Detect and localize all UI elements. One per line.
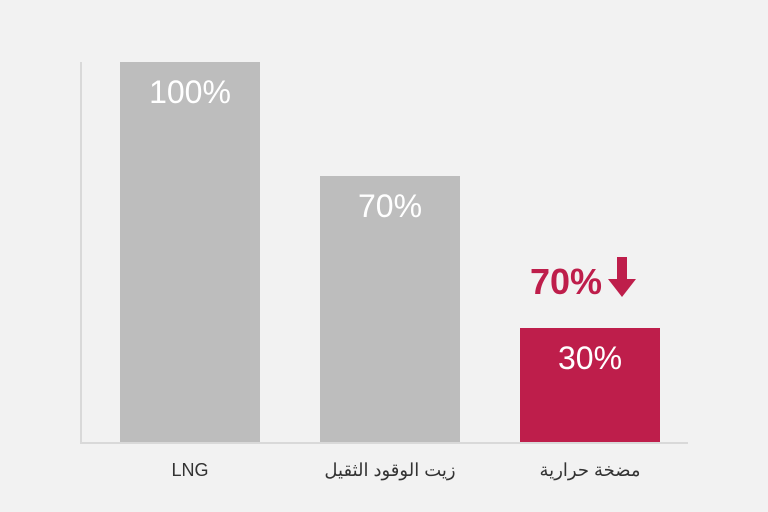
y-axis: [80, 62, 82, 442]
arrow-down-icon: [608, 257, 636, 306]
bar-value-label: 30%: [520, 340, 660, 377]
bar-category-label: زيت الوقود الثقيل: [320, 460, 460, 481]
bar-0: 100%LNG: [120, 62, 260, 442]
bar-chart: 100%LNG 70%زيت الوقود الثقيل 30%مضخة حراري…: [80, 62, 688, 442]
bar-value-label: 100%: [120, 74, 260, 111]
x-axis: [80, 442, 688, 444]
bar-category-label: مضخة حرارية: [520, 460, 660, 481]
reduction-callout: 70%: [530, 257, 636, 306]
callout-text: 70%: [530, 261, 602, 303]
bar-1: 70%زيت الوقود الثقيل: [320, 176, 460, 442]
bar-category-label: LNG: [120, 460, 260, 481]
bar-value-label: 70%: [320, 188, 460, 225]
bar-2: 30%مضخة حرارية: [520, 328, 660, 442]
